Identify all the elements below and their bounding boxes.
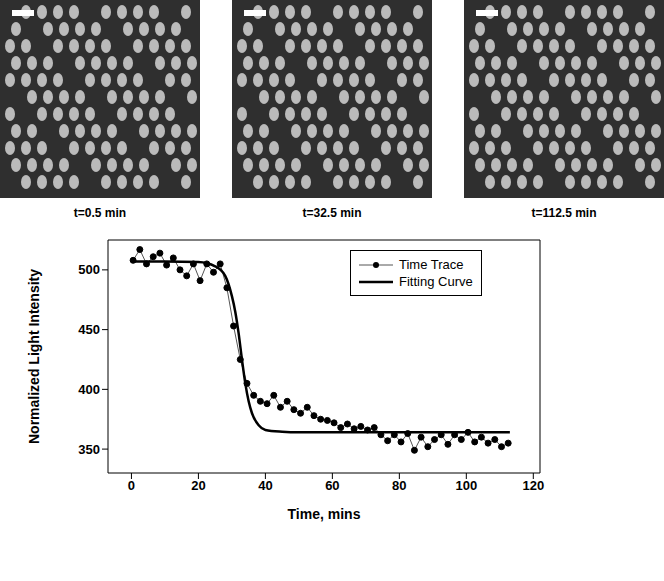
svg-text:100: 100 bbox=[455, 478, 477, 493]
svg-text:120: 120 bbox=[522, 478, 544, 493]
svg-text:400: 400 bbox=[78, 382, 100, 397]
html-text:Time Trace: Time Trace bbox=[399, 257, 464, 272]
svg-text:40: 40 bbox=[258, 478, 272, 493]
svg-text:500: 500 bbox=[78, 262, 100, 277]
html-text:t=32.5 min: t=32.5 min bbox=[302, 206, 362, 220]
svg-text:60: 60 bbox=[325, 478, 339, 493]
html-text:Fitting Curve: Fitting Curve bbox=[399, 274, 473, 289]
svg-text:Normalized Light Intensity: Normalized Light Intensity bbox=[26, 269, 42, 444]
svg-text:450: 450 bbox=[78, 322, 100, 337]
svg-text:80: 80 bbox=[392, 478, 406, 493]
svg-text:0: 0 bbox=[128, 478, 135, 493]
html-text:t=112.5 min: t=112.5 min bbox=[531, 206, 597, 220]
svg-text:Time, mins: Time, mins bbox=[288, 506, 361, 522]
svg-text:20: 20 bbox=[191, 478, 205, 493]
html-text:t=0.5 min: t=0.5 min bbox=[73, 206, 127, 220]
svg-text:350: 350 bbox=[78, 442, 100, 457]
